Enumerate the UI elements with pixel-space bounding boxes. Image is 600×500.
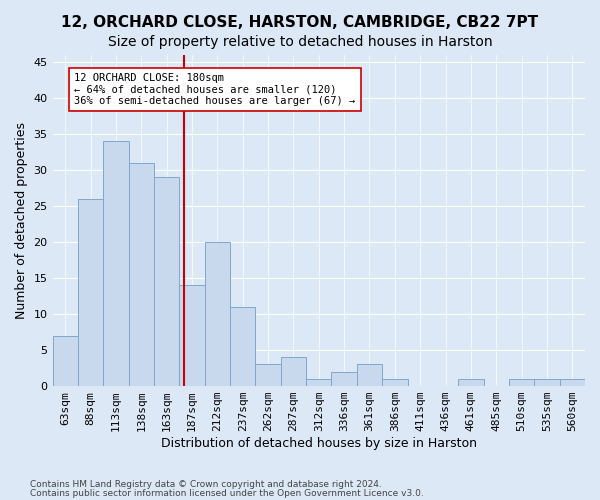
Bar — [205, 242, 230, 386]
Text: 12 ORCHARD CLOSE: 180sqm
← 64% of detached houses are smaller (120)
36% of semi-: 12 ORCHARD CLOSE: 180sqm ← 64% of detach… — [74, 73, 355, 106]
Bar — [78, 199, 103, 386]
X-axis label: Distribution of detached houses by size in Harston: Distribution of detached houses by size … — [161, 437, 477, 450]
Bar — [256, 364, 281, 386]
Bar — [53, 336, 78, 386]
Bar — [382, 379, 407, 386]
Bar — [357, 364, 382, 386]
Y-axis label: Number of detached properties: Number of detached properties — [15, 122, 28, 319]
Bar — [230, 307, 256, 386]
Bar — [509, 379, 534, 386]
Bar — [103, 142, 128, 386]
Bar — [281, 358, 306, 386]
Bar — [458, 379, 484, 386]
Bar — [331, 372, 357, 386]
Bar — [534, 379, 560, 386]
Text: Contains HM Land Registry data © Crown copyright and database right 2024.: Contains HM Land Registry data © Crown c… — [30, 480, 382, 489]
Bar — [179, 286, 205, 386]
Bar — [306, 379, 331, 386]
Bar — [128, 163, 154, 386]
Bar — [560, 379, 585, 386]
Text: Contains public sector information licensed under the Open Government Licence v3: Contains public sector information licen… — [30, 489, 424, 498]
Text: Size of property relative to detached houses in Harston: Size of property relative to detached ho… — [107, 35, 493, 49]
Text: 12, ORCHARD CLOSE, HARSTON, CAMBRIDGE, CB22 7PT: 12, ORCHARD CLOSE, HARSTON, CAMBRIDGE, C… — [61, 15, 539, 30]
Bar — [154, 178, 179, 386]
